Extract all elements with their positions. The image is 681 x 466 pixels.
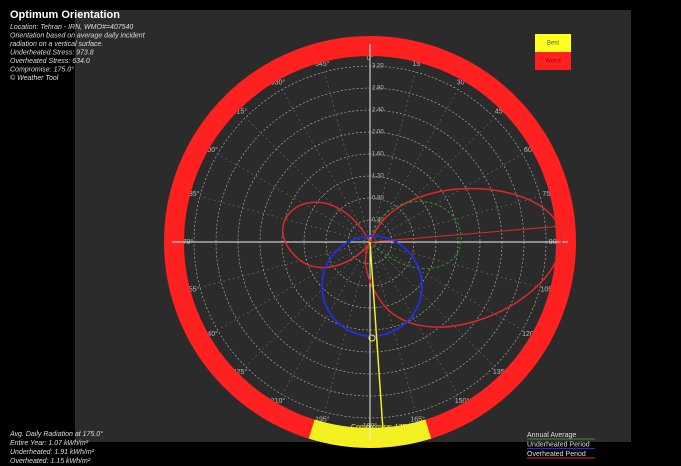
spoke xyxy=(369,153,523,243)
summary-info: Avg. Daily Radiation at 175.0° Entire Yea… xyxy=(9,430,103,465)
compromise-point xyxy=(368,334,376,342)
spoke xyxy=(369,71,416,243)
radius-label: 2.40 xyxy=(372,108,384,114)
radius-label: 1.60 xyxy=(372,152,384,158)
angle-label: 330° xyxy=(271,78,286,86)
angle-label: 30° xyxy=(457,78,468,86)
summary-line: Overheated: 1.15 kWh/m² xyxy=(10,458,91,465)
key-label: Overheated Period xyxy=(527,451,586,458)
compromise-label: Compromise: 175.0° xyxy=(351,423,415,431)
spoke xyxy=(369,241,459,395)
summary-line: Underheated: 1.91 kWh/m² xyxy=(10,449,95,456)
spoke xyxy=(324,241,371,413)
spoke xyxy=(369,196,541,243)
spoke xyxy=(217,153,371,243)
angle-label: 45° xyxy=(495,108,506,116)
angle-label: 135° xyxy=(493,368,508,376)
underheated-curve xyxy=(321,235,423,337)
legend-best-swatch xyxy=(535,34,571,52)
angle-label: 60° xyxy=(524,146,535,154)
radius-label: 2.00 xyxy=(372,130,384,136)
radius-label: 1.20 xyxy=(372,174,384,180)
angle-label: 300° xyxy=(203,146,218,154)
header-line: Overheated Stress: 634.0 xyxy=(10,58,90,65)
angle-label: 210° xyxy=(271,397,286,405)
legend-best: Best xyxy=(547,41,559,47)
annual-curve xyxy=(369,200,462,270)
angle-label: 240° xyxy=(203,330,218,338)
legend-worst-swatch xyxy=(535,52,571,70)
radius-label: 3.20 xyxy=(372,64,384,70)
radius-label: 0.80 xyxy=(372,196,384,202)
spoke xyxy=(369,241,523,331)
spoke xyxy=(369,241,416,413)
compromise-line xyxy=(369,241,384,431)
radius-label: 0.40 xyxy=(372,218,384,224)
angle-label: 165° xyxy=(410,416,425,424)
summary-line: Entire Year: 1.07 kWh/m² xyxy=(10,440,89,447)
spoke xyxy=(369,241,495,367)
spoke xyxy=(281,89,371,243)
key-label: Underheated Period xyxy=(527,441,590,448)
angle-label: 255° xyxy=(185,285,200,293)
angle-label: 195° xyxy=(315,416,330,424)
radius-label: 2.80 xyxy=(372,86,384,92)
overheated-curve xyxy=(282,187,563,328)
spoke xyxy=(199,241,371,288)
spoke xyxy=(217,241,371,331)
worst-line xyxy=(369,224,576,243)
angle-label: 285° xyxy=(185,190,200,198)
legend-worst: Worst xyxy=(545,59,561,65)
angle-label: 15° xyxy=(412,60,423,68)
angle-label: 120° xyxy=(522,330,537,338)
angle-label: 105° xyxy=(540,285,555,293)
title: Optimum Orientation xyxy=(10,9,120,21)
angle-label: 225° xyxy=(233,368,248,376)
spoke xyxy=(324,71,371,243)
spoke xyxy=(281,241,371,395)
spoke xyxy=(245,117,371,243)
spoke xyxy=(369,117,495,243)
header-info: Location: Tehran - IRN, WMO#=407540Orien… xyxy=(10,24,146,82)
angle-label: 150° xyxy=(455,397,470,405)
spoke xyxy=(369,241,541,288)
header-line: Compromise: 175.0° xyxy=(10,65,74,73)
header-line: Orientation based on average daily incid… xyxy=(10,32,146,39)
header-line: radiation on a vertical surface. xyxy=(10,41,103,48)
header-line: © Weather Tool xyxy=(10,74,59,82)
spoke xyxy=(369,89,459,243)
header-line: Underheated Stress: 973.8 xyxy=(10,49,94,56)
angle-label: 315° xyxy=(233,108,248,116)
angle-label: 345° xyxy=(315,60,330,68)
key-label: Annual Average xyxy=(527,432,576,439)
plot-panel xyxy=(75,10,631,442)
spoke xyxy=(245,241,371,367)
curve-key: Annual Average Underheated Period Overheat… xyxy=(527,432,595,459)
angle-label: 75° xyxy=(542,190,553,198)
header-line: Location: Tehran - IRN, WMO#=407540 xyxy=(10,24,133,31)
summary-line: Avg. Daily Radiation at 175.0° xyxy=(9,430,103,438)
spoke xyxy=(199,196,371,243)
